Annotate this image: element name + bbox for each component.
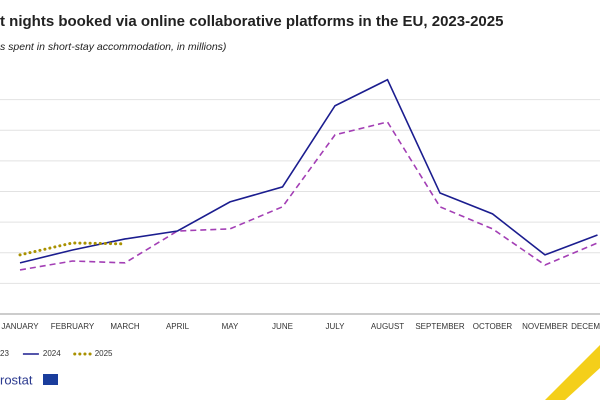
x-tick-label: FEBRUARY [51,322,95,331]
logo-text: rostat [0,372,33,387]
decor-triangle-inner [565,368,600,400]
x-tick-label: JUNE [272,322,293,331]
series-line [19,78,598,264]
x-tick-label: MARCH [110,322,140,331]
x-tick-label: AUGUST [371,322,404,331]
x-tick-label: APRIL [166,322,190,331]
x-tick-label: MAY [222,322,239,331]
legend-label: 23 [0,349,9,358]
x-tick-label: NOVEMBER [522,322,568,331]
eu-flag [43,374,58,385]
x-tick-label: OCTOBER [473,322,513,331]
chart-title: t nights booked via online collaborative… [0,13,503,30]
legend-label: 2024 [43,349,61,358]
x-tick-label: SEPTEMBER [415,322,465,331]
x-tick-label: JULY [326,322,346,331]
series-line [19,121,598,271]
legend-label: 2025 [95,349,113,358]
chart-subtitle: s spent in short-stay accommodation, in … [0,41,226,53]
x-tick-label: DECEM [571,322,600,331]
x-tick-label: JANUARY [1,322,39,331]
